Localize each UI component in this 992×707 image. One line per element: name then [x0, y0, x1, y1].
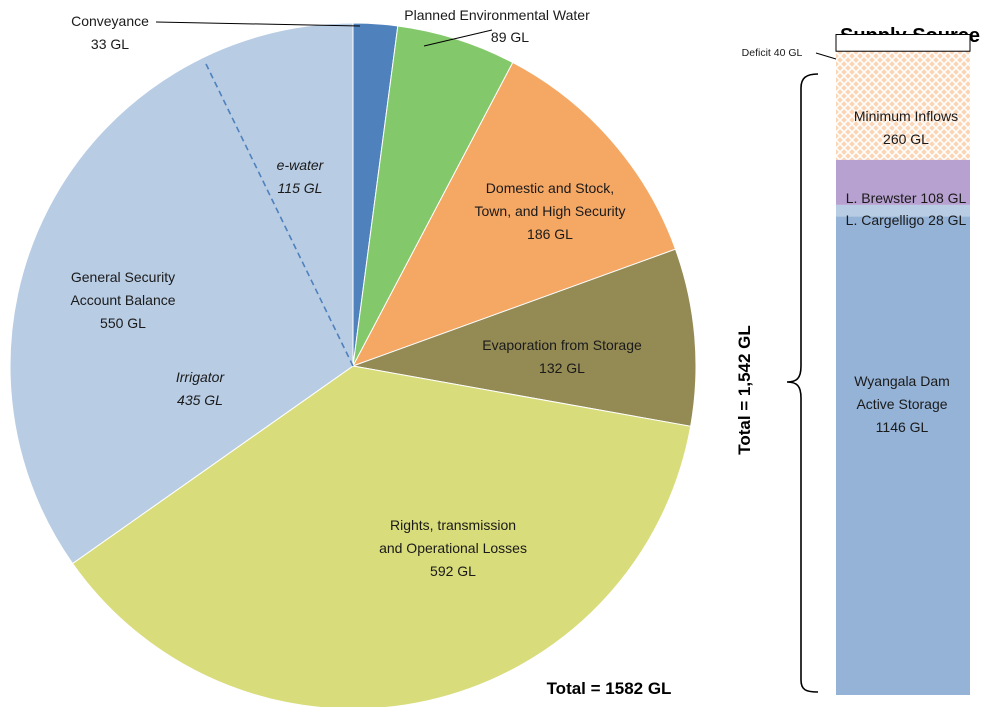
conveyance-label: Conveyance	[71, 13, 149, 29]
rights-value: 592 GL	[430, 563, 476, 579]
pie-slice-evaporation-from-storage	[351, 248, 697, 427]
supply-total-brace	[786, 73, 819, 693]
ewater-split-line	[205, 63, 354, 367]
deficit-label: Deficit 40 GL	[742, 47, 803, 59]
bar-segment-deficit	[835, 34, 971, 52]
domestic-value: 186 GL	[527, 226, 573, 242]
pew-value: 89 GL	[491, 29, 529, 45]
ewater-label: e-water	[277, 157, 325, 173]
bar-segment-l-cargelligo	[836, 204, 970, 217]
wyangala-value: 1146 GL	[876, 419, 929, 435]
water-use-pie-chart	[9, 22, 697, 707]
minimum-inflows-label: Minimum Inflows	[854, 108, 958, 124]
domestic-label-line1: Domestic and Stock,	[486, 180, 614, 196]
pew-label: Planned Environmental Water	[404, 7, 590, 23]
evaporation-value: 132 GL	[539, 360, 585, 376]
general-security-value: 550 GL	[100, 315, 146, 331]
supply-total-label: Total = 1,542 GL	[735, 325, 754, 455]
brewster-label: L. Brewster 108 GL	[846, 190, 967, 206]
pie-slice-general-security-account-balance	[9, 22, 354, 565]
general-security-label-line2: Account Balance	[70, 292, 175, 308]
conveyance-leader-line	[155, 21, 361, 27]
conveyance-value: 33 GL	[91, 36, 129, 52]
pie-slice-domestic-and-stock-town-and-high-security	[351, 61, 677, 367]
pie-slice-rights-transmission-and-operational-losses	[71, 365, 692, 707]
bar-segment-minimum-inflows	[836, 51, 970, 160]
pie-total-label: Total = 1582 GL	[547, 679, 672, 698]
supply-source-bar	[835, 34, 971, 696]
bar-segment-wyangala-dam-active-storage	[836, 216, 970, 696]
bar-segment-l-brewster	[836, 159, 970, 205]
wyangala-label-line2: Active Storage	[856, 396, 947, 412]
pew-leader-line	[423, 29, 493, 47]
minimum-inflows-value: 260 GL	[883, 131, 929, 147]
wyangala-label-line1: Wyangala Dam	[854, 373, 950, 389]
rights-label-line2: and Operational Losses	[379, 540, 527, 556]
general-security-label-line1: General Security	[71, 269, 175, 285]
irrigator-value: 435 GL	[177, 392, 223, 408]
evaporation-label: Evaporation from Storage	[482, 337, 642, 353]
rights-label-line1: Rights, transmission	[390, 517, 516, 533]
domestic-label-line2: Town, and High Security	[475, 203, 626, 219]
ewater-value: 115 GL	[278, 180, 323, 196]
cargelligo-label: L. Cargelligo 28 GL	[846, 212, 967, 228]
irrigator-label: Irrigator	[176, 369, 226, 385]
